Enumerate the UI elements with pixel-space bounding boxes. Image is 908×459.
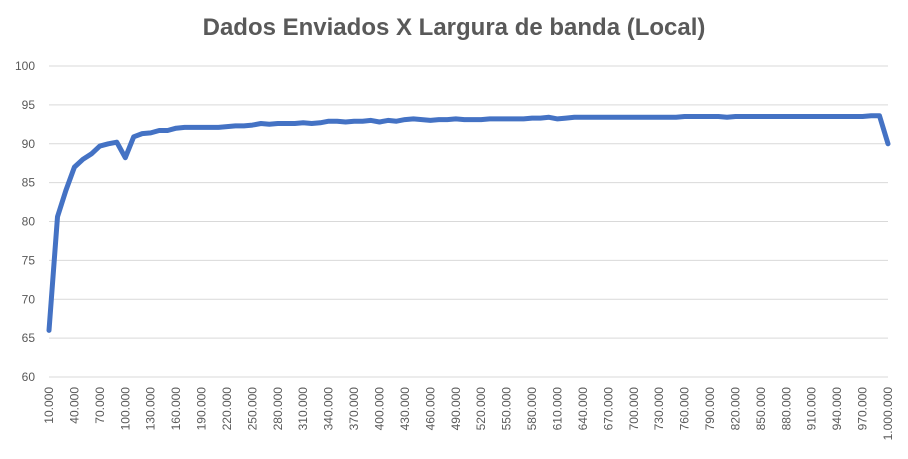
x-tick-label: 280.000 <box>271 387 285 431</box>
x-tick-label: 490.000 <box>449 387 463 431</box>
x-tick-label: 520.000 <box>474 387 488 431</box>
x-tick-label: 970.000 <box>856 387 870 431</box>
y-tick-label: 60 <box>22 370 36 384</box>
x-tick-label: 370.000 <box>347 387 361 431</box>
x-tick-label: 460.000 <box>423 387 437 431</box>
x-tick-label: 880.000 <box>779 387 793 431</box>
x-tick-label: 580.000 <box>525 387 539 431</box>
x-tick-label: 430.000 <box>398 387 412 431</box>
x-tick-label: 610.000 <box>550 387 564 431</box>
y-tick-label: 90 <box>22 137 36 151</box>
y-tick-label: 95 <box>22 98 36 112</box>
y-tick-label: 85 <box>22 176 36 190</box>
y-axis-tick-labels: 60 65 70 75 80 85 90 95 100 <box>15 59 35 384</box>
x-tick-label: 790.000 <box>703 387 717 431</box>
x-tick-label: 550.000 <box>500 387 514 431</box>
y-tick-label: 80 <box>22 215 36 229</box>
x-tick-label: 10.000 <box>42 387 56 424</box>
x-tick-label: 100.000 <box>118 387 132 431</box>
series-line <box>46 113 891 333</box>
x-tick-label: 850.000 <box>754 387 768 431</box>
x-tick-label: 1.000.000 <box>881 387 895 441</box>
y-tick-label: 65 <box>22 331 36 345</box>
x-tick-label: 70.000 <box>93 387 107 424</box>
y-tick-label: 75 <box>22 253 36 267</box>
y-tick-label: 70 <box>22 292 36 306</box>
x-axis-tick-labels: 10.000 40.000 70.000 100.000 130.000 160.000 1… <box>42 387 895 441</box>
x-tick-label: 640.000 <box>576 387 590 431</box>
x-tick-label: 760.000 <box>678 387 692 431</box>
x-tick-label: 220.000 <box>220 387 234 431</box>
x-tick-label: 820.000 <box>728 387 742 431</box>
x-tick-label: 310.000 <box>296 387 310 431</box>
x-tick-label: 250.000 <box>245 387 259 431</box>
x-tick-label: 190.000 <box>195 387 209 431</box>
gridlines <box>49 65 888 378</box>
x-tick-label: 700.000 <box>627 387 641 431</box>
x-tick-label: 730.000 <box>652 387 666 431</box>
chart-title: Dados Enviados X Largura de banda (Local… <box>202 14 706 41</box>
x-tick-label: 940.000 <box>830 387 844 431</box>
y-tick-label: 100 <box>15 59 35 73</box>
x-tick-label: 340.000 <box>322 387 336 431</box>
x-tick-label: 910.000 <box>805 387 819 431</box>
x-tick-label: 670.000 <box>601 387 615 431</box>
x-tick-label: 130.000 <box>144 387 158 431</box>
x-tick-label: 400.000 <box>373 387 387 431</box>
x-tick-label: 40.000 <box>67 387 81 424</box>
x-tick-label: 160.000 <box>169 387 183 431</box>
series-layer <box>46 113 891 333</box>
